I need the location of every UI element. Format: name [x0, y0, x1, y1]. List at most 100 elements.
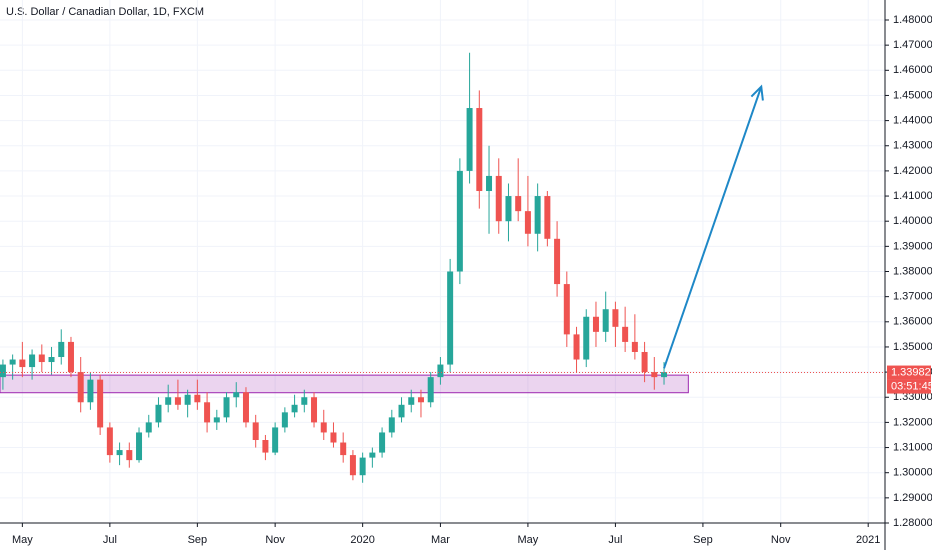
candle-body [602, 309, 609, 332]
candle-body [612, 309, 619, 327]
candle-body [349, 455, 356, 476]
y-tick-label: 1.33000 [893, 391, 932, 403]
candle-body [379, 432, 386, 453]
candle-body [651, 372, 658, 378]
candle-body [408, 397, 415, 405]
candle-body [87, 379, 94, 403]
candle-body [252, 422, 259, 441]
y-tick-label: 1.32000 [893, 416, 932, 428]
candle-body [544, 196, 551, 239]
candle-body [583, 316, 590, 360]
candle-body [466, 108, 473, 171]
candle-body [437, 364, 444, 378]
candle-body [29, 354, 36, 368]
arrow-head [750, 84, 764, 101]
candle-body [573, 334, 580, 360]
y-tick-label: 1.36000 [893, 316, 932, 328]
y-tick-label: 1.48000 [893, 14, 932, 26]
candle-body [223, 397, 230, 418]
y-tick-label: 1.41000 [893, 190, 932, 202]
candle-body [505, 196, 512, 222]
candle-body [213, 417, 220, 423]
candle-body [165, 397, 172, 405]
last-price-box [887, 365, 931, 380]
candle-body [311, 397, 318, 423]
candle-body [427, 377, 434, 403]
candle-body [486, 175, 493, 192]
x-tick-label: Jul [103, 534, 117, 546]
x-tick-label: Mar [431, 534, 450, 546]
candle-body [48, 357, 55, 363]
candle-body [447, 271, 454, 365]
candle-body [631, 341, 638, 352]
y-tick-label: 1.37000 [893, 291, 932, 303]
candle-body [622, 326, 629, 342]
x-tick-label: Nov [265, 534, 285, 546]
candle-body [388, 417, 395, 433]
candle-body [9, 359, 16, 365]
candle-body [563, 284, 570, 335]
y-tick-label: 1.45000 [893, 89, 932, 101]
candle-body [291, 404, 298, 413]
candle-body [398, 404, 405, 418]
y-tick-label: 1.29000 [893, 492, 932, 504]
candle-body [242, 392, 249, 423]
candle-body [116, 450, 123, 456]
candle-body [194, 394, 201, 403]
candle-body [476, 108, 483, 192]
candle-body [369, 452, 376, 458]
support-zone [0, 374, 689, 394]
candle-body [136, 432, 143, 461]
candle-body [534, 196, 541, 234]
candle-body [320, 422, 327, 433]
y-tick-label: 1.46000 [893, 64, 932, 76]
candle-body [174, 397, 181, 405]
candle-body [77, 372, 84, 403]
candle-body [495, 175, 502, 222]
x-tick-label: Jul [608, 534, 622, 546]
candle-body [524, 211, 531, 234]
x-tick-label: Nov [771, 534, 791, 546]
candle-body [145, 422, 152, 433]
candle-body [554, 238, 561, 285]
candle-body [515, 196, 522, 212]
y-tick-label: 1.35000 [893, 341, 932, 353]
x-tick-label: Sep [693, 534, 713, 546]
candle-body [281, 412, 288, 428]
candle-body [661, 372, 668, 378]
countdown-box [887, 379, 931, 394]
candle-body [155, 404, 162, 423]
candle-body [126, 450, 133, 461]
x-tick-label: 2020 [350, 534, 374, 546]
y-tick-label: 1.31000 [893, 441, 932, 453]
candle-body [184, 394, 191, 405]
candle-body [456, 170, 463, 272]
candle-body [97, 379, 104, 428]
candle-body [58, 341, 65, 358]
x-tick-label: Sep [188, 534, 208, 546]
y-tick-label: 1.44000 [893, 115, 932, 127]
candle-body [38, 354, 45, 363]
x-tick-label: May [12, 534, 33, 546]
candle-body [301, 397, 308, 405]
arrow [663, 86, 763, 369]
x-tick-label: May [518, 534, 539, 546]
candle-body [262, 440, 269, 453]
y-tick-label: 1.38000 [893, 265, 932, 277]
candle-body [19, 359, 26, 368]
candle-body [0, 364, 6, 378]
candle-body [592, 316, 599, 332]
candle-body [330, 432, 337, 443]
y-tick-label: 1.28000 [893, 517, 932, 529]
candle-body [359, 457, 366, 476]
candle-body [340, 442, 347, 456]
candle-body [106, 427, 113, 456]
candle-body [204, 402, 211, 423]
candle-body [272, 427, 279, 453]
y-tick-label: 1.30000 [893, 467, 932, 479]
candle-body [641, 351, 648, 373]
x-tick-label: 2021 [856, 534, 880, 546]
y-tick-label: 1.40000 [893, 215, 932, 227]
y-tick-label: 1.42000 [893, 165, 932, 177]
candle-body [417, 397, 424, 403]
